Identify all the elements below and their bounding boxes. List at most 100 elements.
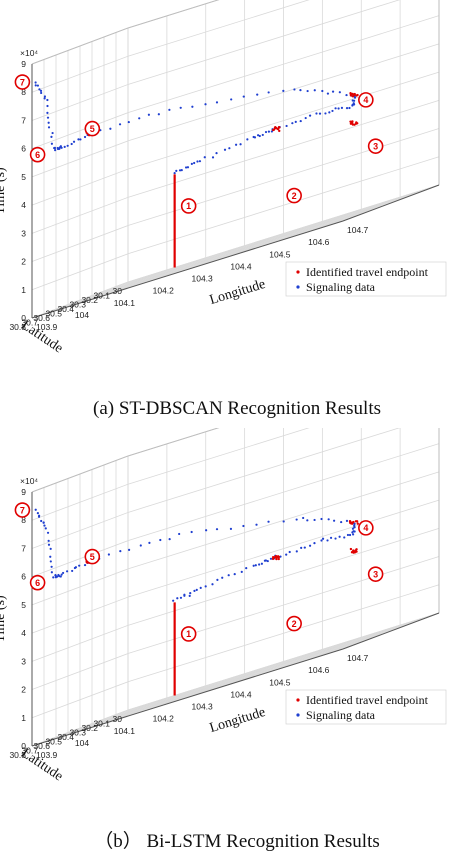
signaling-point (47, 126, 51, 129)
y-tick-label: 30.1 (93, 719, 110, 729)
signaling-point (216, 578, 219, 581)
signaling-point (242, 524, 245, 528)
y-tick-label: 30.6 (33, 741, 50, 751)
y-tick-label: 30.3 (69, 300, 86, 310)
signaling-point (50, 135, 53, 139)
signaling-points (34, 508, 356, 602)
signaling-point (321, 89, 324, 93)
legend-box (285, 689, 447, 725)
signaling-point (337, 107, 340, 110)
signaling-point (40, 519, 43, 523)
y-tick-label: 30.8 (9, 322, 26, 332)
signaling-point (260, 562, 263, 565)
back-wall-grid-z (127, 612, 440, 711)
signaling-point (254, 564, 257, 567)
signaling-point (320, 539, 323, 542)
x-tick-label: 104.2 (153, 714, 175, 724)
signaling-point (291, 122, 294, 125)
signaling-point (139, 544, 142, 547)
x-tick-label: 103.9 (36, 750, 58, 760)
signaling-point (303, 546, 306, 549)
legend-endpoint-swatch (296, 698, 300, 702)
floor-grid-y (115, 189, 428, 287)
signaling-point (228, 147, 231, 150)
z-tick-label: 8 (21, 515, 26, 525)
x-tick-label: 104.5 (269, 249, 291, 259)
z-axis-label: Time (s) (0, 167, 8, 215)
signaling-point (54, 149, 57, 152)
legend-signaling-swatch (296, 713, 300, 717)
floor-grid-y (67, 635, 380, 733)
endpoint-point (353, 92, 356, 96)
signaling-point (44, 527, 47, 530)
signaling-point (49, 555, 52, 558)
marker-circle (358, 520, 374, 536)
y-tick-label: 30 (113, 714, 123, 724)
signaling-point (70, 142, 73, 146)
x-tick-label: 104.4 (230, 261, 252, 271)
signaling-point (193, 589, 196, 593)
floor-grid-y (91, 626, 404, 724)
signaling-point (83, 563, 87, 567)
signaling-point (340, 520, 343, 524)
signaling-point (109, 127, 112, 130)
signaling-point (269, 557, 273, 560)
side-wall-grid-z (31, 512, 129, 549)
back-wall-grid-z (127, 71, 440, 170)
x-tick-label: 104.4 (230, 689, 252, 699)
marker-number: 7 (20, 77, 25, 87)
marker-circle (84, 548, 101, 565)
x-tick-label: 104.3 (192, 274, 214, 284)
signaling-point (329, 536, 333, 539)
y-tick-label: 30.3 (69, 728, 86, 738)
endpoint-marker-7: 7 (14, 502, 31, 518)
z-axis-label: Time (s) (0, 595, 8, 643)
signaling-point (47, 543, 51, 546)
marker-number: 2 (292, 619, 297, 629)
signaling-point (43, 97, 46, 100)
signaling-point (173, 171, 176, 175)
marker-number: 6 (35, 578, 40, 588)
signaling-point (46, 116, 50, 119)
z-exponent-label: ×10⁴ (20, 48, 38, 58)
signaling-point (184, 166, 188, 169)
endpoint-point (277, 555, 281, 559)
signaling-point (180, 169, 183, 172)
back-wall-grid-z (127, 128, 440, 226)
signaling-point (128, 548, 131, 552)
endpoint-marker-7: 7 (14, 74, 31, 90)
side-wall-grid-z (31, 281, 129, 319)
signaling-point (39, 89, 43, 92)
signaling-point (294, 120, 297, 123)
floor-grid-y (43, 216, 356, 314)
marker-number: 1 (186, 201, 191, 211)
signaling-point (199, 586, 202, 589)
signaling-point (198, 160, 202, 163)
signaling-point (43, 524, 46, 527)
endpoint-point (272, 128, 276, 131)
signaling-point (351, 99, 354, 102)
y-tick-label: 30.8 (9, 750, 26, 760)
signaling-point (188, 594, 191, 597)
signaling-point (53, 146, 56, 150)
signaling-point (293, 88, 296, 91)
signaling-point (60, 146, 63, 149)
signaling-point (71, 569, 74, 573)
signaling-point (157, 113, 160, 116)
signaling-point (175, 169, 178, 172)
signaling-point (63, 145, 66, 148)
signaling-point (285, 553, 288, 556)
side-wall-grid-z (31, 140, 129, 178)
signaling-point (203, 156, 206, 159)
marker-number: 4 (363, 523, 368, 533)
signaling-point (147, 113, 150, 116)
chart-panel-b: 103.9 104 104.1 104.2 104.3 104.4 104.5 104.6 10… (0, 358, 474, 828)
signaling-point (178, 532, 181, 536)
caption-a: (a) ST-DBSCAN Recognition Results (93, 398, 381, 419)
signaling-point (253, 136, 257, 139)
signaling-point (299, 119, 302, 123)
signaling-point (79, 138, 82, 141)
x-tick-label: 104.7 (347, 653, 369, 663)
signaling-point (211, 156, 215, 159)
signaling-point (326, 92, 330, 95)
